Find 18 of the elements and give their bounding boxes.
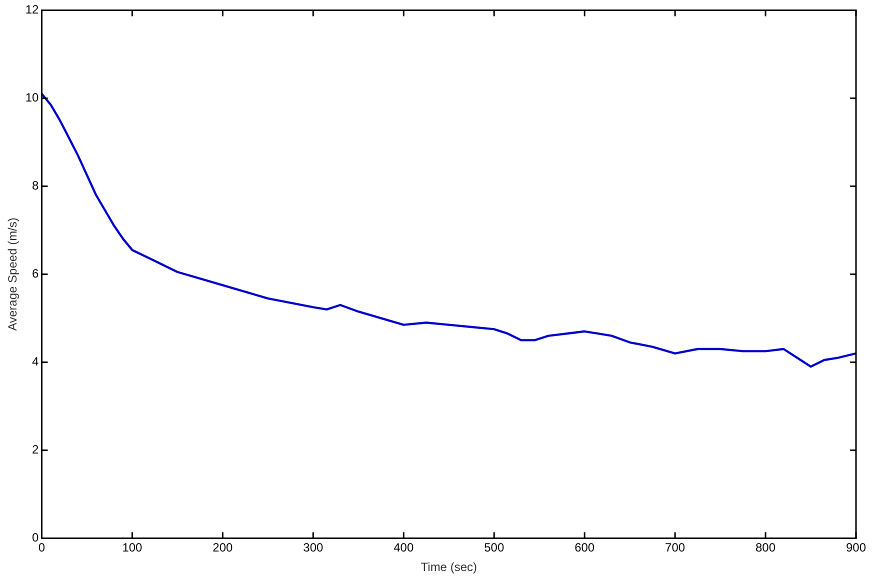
y-tick-label: 4 (32, 354, 40, 369)
y-tick-label: 6 (32, 266, 40, 281)
x-axis-title: Time (sec) (420, 560, 477, 574)
x-tick-label: 900 (846, 540, 866, 555)
x-tick-label: 200 (212, 540, 234, 555)
y-tick-label: 0 (32, 530, 40, 545)
x-tick-label: 100 (122, 540, 143, 555)
x-tick-label: 800 (756, 540, 776, 555)
y-tick-label: 8 (32, 178, 40, 193)
x-tick-label: 700 (665, 540, 686, 555)
y-tick-label: 10 (25, 90, 40, 105)
y-axis-title: Average Speed (m/s) (6, 218, 20, 331)
x-tick-label: 300 (303, 540, 324, 555)
x-tick-label: 400 (394, 540, 414, 555)
y-tick-label: 12 (25, 2, 40, 17)
x-tick-label: 600 (574, 540, 595, 555)
x-tick-label: 500 (484, 540, 504, 555)
y-tick-label: 2 (32, 442, 40, 457)
